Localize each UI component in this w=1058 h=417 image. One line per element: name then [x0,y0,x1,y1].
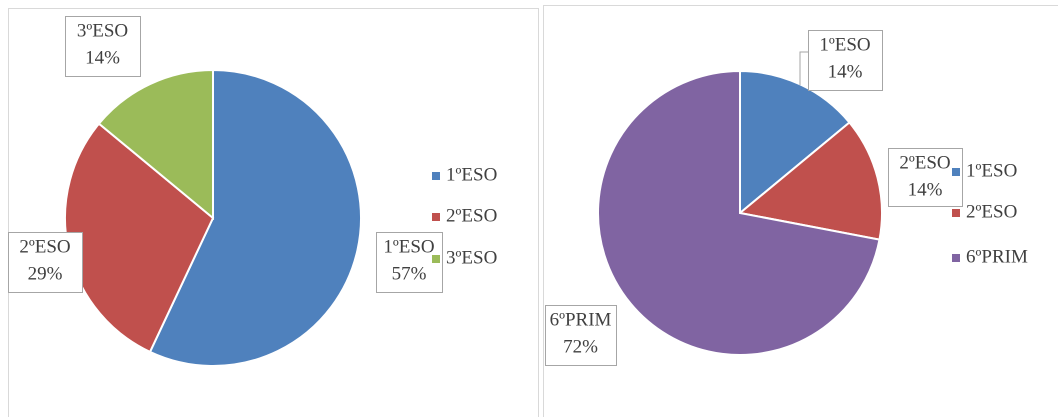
legend-swatch [432,172,440,180]
data-label-category: 3ºESO [77,20,128,41]
pie-slice [737,121,883,241]
data-label-value: 57% [392,263,427,284]
chart-frame [8,8,539,417]
data-label-category: 6ºPRIM [550,309,612,330]
pie-slice [148,68,362,367]
pie-slice [97,68,214,221]
legend-swatch [432,255,440,263]
legend-swatch [952,168,960,176]
data-label-box [888,148,963,207]
data-label-box [65,16,141,77]
legend-label: 2ºESO [446,205,497,226]
legend-swatch [952,254,960,262]
legend-label: 6ºPRIM [966,246,1028,267]
data-label-category: 2ºESO [19,236,70,257]
legend-label: 2ºESO [966,201,1017,222]
data-label-category: 1ºESO [383,236,434,257]
data-label-category: 1ºESO [819,34,870,55]
data-label-value: 14% [85,47,120,68]
legend-label: 1ºESO [446,164,497,185]
data-label-value: 14% [908,179,943,200]
leader-line [799,51,808,85]
data-label-box [8,232,83,293]
data-label-value: 72% [563,336,598,357]
legend-label: 1ºESO [966,160,1017,181]
legend-label: 3ºESO [446,247,497,268]
chart-frame [543,5,1058,417]
data-label-value: 14% [828,61,863,82]
data-label-box [808,30,883,91]
data-label-box [545,305,617,366]
data-label-value: 29% [28,263,63,284]
legend-swatch [952,209,960,217]
pie-slice [597,69,881,356]
data-label-category: 2ºESO [899,152,950,173]
legend-swatch [432,213,440,221]
data-label-box [376,232,443,293]
